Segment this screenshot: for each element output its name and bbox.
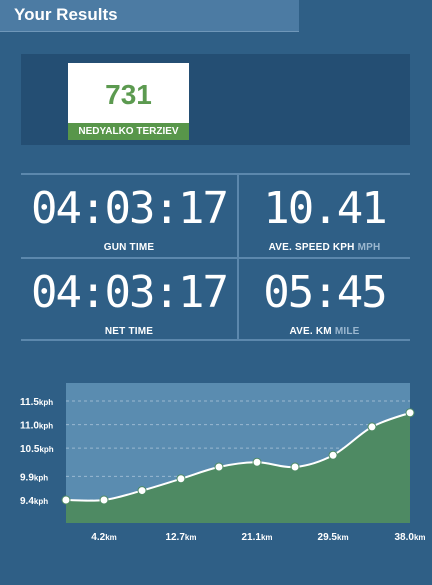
x-tick-label: 38.0km [394, 532, 425, 543]
speed-unit-toggle-mph[interactable]: MPH [357, 242, 381, 253]
y-tick-label: 11.5kph [20, 397, 53, 408]
net-time-value: 04:03:17 [31, 267, 229, 318]
pace-unit-toggle-mile[interactable]: MILE [334, 326, 360, 337]
bib-card: 731 NEDYALKO TERZIEV [68, 63, 189, 140]
avg-pace-label: AVE. KM MILE [239, 326, 410, 337]
series-area [66, 412, 410, 523]
gun-time-label-text: GUN TIME [103, 242, 155, 253]
avg-pace-label-text: AVE. KM [289, 326, 332, 337]
avg-pace-value: 05:45 [263, 267, 387, 318]
data-point [328, 450, 338, 460]
net-time-stat: 04:03:17 NET TIME [21, 267, 237, 338]
y-tick-label: 9.9kph [20, 472, 48, 483]
y-tick-label: 11.0kph [20, 421, 53, 432]
x-tick-label: 4.2km [91, 532, 116, 543]
divider [237, 173, 239, 341]
y-tick-label: 10.5kph [20, 444, 54, 455]
bib-panel: 731 NEDYALKO TERZIEV [21, 54, 410, 145]
data-point [252, 457, 262, 467]
x-tick-label: 29.5km [318, 532, 349, 543]
data-point [367, 422, 377, 432]
data-point [290, 462, 300, 472]
gun-time-stat: 04:03:17 GUN TIME [21, 183, 237, 254]
avg-speed-value: 10.41 [263, 183, 387, 234]
divider [21, 173, 410, 175]
divider [21, 257, 410, 259]
avg-speed-label-text: AVE. SPEED KPH [268, 242, 355, 253]
gun-time-label: GUN TIME [21, 242, 237, 253]
data-point [214, 462, 224, 472]
data-point [137, 486, 147, 496]
page-title: Your Results [14, 5, 118, 24]
net-time-label: NET TIME [21, 326, 237, 337]
stats-grid: 04:03:17 GUN TIME 10.41 AVE. SPEED KPH M… [21, 173, 410, 341]
data-point [99, 495, 109, 505]
x-tick-label: 21.1km [241, 532, 272, 543]
series-line [65, 411, 411, 502]
runner-name: NEDYALKO TERZIEV [68, 123, 189, 140]
bib-number: 731 [105, 79, 152, 110]
net-time-label-text: NET TIME [104, 326, 154, 337]
data-point [405, 408, 415, 418]
avg-speed-label: AVE. SPEED KPH MPH [239, 242, 410, 253]
y-tick-label: 9.4kph [20, 496, 48, 507]
divider [21, 339, 410, 341]
x-tick-label: 12.7km [165, 532, 196, 543]
title-bar: Your Results [0, 0, 299, 32]
speed-chart-svg: 11.5kph 11.0kph 10.5kph 9.9kph 9.4kph 4.2km 12… [20, 383, 426, 543]
data-point [61, 495, 71, 505]
avg-pace-stat: 05:45 AVE. KM MILE [239, 267, 410, 338]
speed-chart: 11.5kph 11.0kph 10.5kph 9.9kph 9.4kph 4.2km 12… [0, 380, 432, 580]
gun-time-value: 04:03:17 [31, 183, 229, 234]
avg-speed-stat: 10.41 AVE. SPEED KPH MPH [239, 183, 410, 254]
data-point [176, 474, 186, 484]
